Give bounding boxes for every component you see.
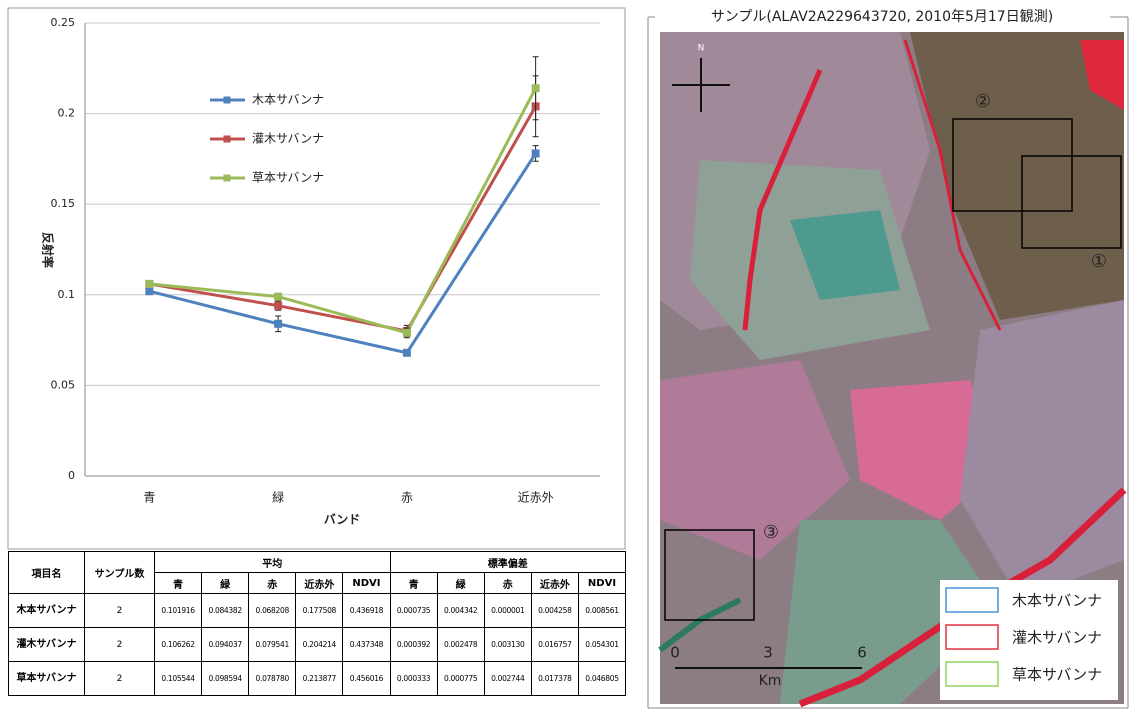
- area-label: ①: [1091, 251, 1107, 272]
- area-label: ③: [763, 522, 779, 543]
- table-cell: 0.000001: [484, 594, 531, 628]
- point: [532, 84, 540, 92]
- x-axis-label: バンド: [324, 513, 361, 527]
- table-cell: 0.437348: [343, 628, 390, 662]
- table-cell: NDVI: [578, 573, 625, 594]
- table-cell: 2: [85, 662, 155, 696]
- table-cell: 0.004258: [531, 594, 578, 628]
- table-cell: 青: [155, 573, 202, 594]
- x-tick-label: 青: [143, 491, 155, 505]
- x-tick-label: 赤: [401, 491, 413, 505]
- point: [532, 149, 540, 157]
- table-cell: 近赤外: [531, 573, 578, 594]
- point: [403, 329, 411, 337]
- table-cell: 0.213877: [296, 662, 343, 696]
- table-cell: 赤: [484, 573, 531, 594]
- table-cell: 0.000392: [390, 628, 437, 662]
- table-cell: 0.456016: [343, 662, 390, 696]
- table-cell: 平均: [155, 552, 391, 573]
- legend-label: 草本サバンナ: [252, 171, 324, 185]
- table-cell: 0.054301: [578, 628, 625, 662]
- point: [274, 293, 282, 301]
- table-cell: NDVI: [343, 573, 390, 594]
- table-cell: 0.003130: [484, 628, 531, 662]
- table-cell: 0.000775: [437, 662, 484, 696]
- point: [403, 349, 411, 357]
- y-tick-label: 0.05: [51, 378, 76, 391]
- table-cell: 0.000735: [390, 594, 437, 628]
- table-cell: 0.068208: [249, 594, 296, 628]
- table-cell: 0.008561: [578, 594, 625, 628]
- page: {"chart_data": {"type": "line", "categor…: [0, 0, 1131, 711]
- table-cell: 0.046805: [578, 662, 625, 696]
- table-cell: 2: [85, 628, 155, 662]
- table-cell: サンプル数: [85, 552, 155, 594]
- y-tick-label: 0.25: [51, 16, 76, 29]
- legend-label: 草本サバンナ: [1012, 666, 1102, 684]
- table-cell: 0.002744: [484, 662, 531, 696]
- table-row: 項目名サンプル数平均標準偏差: [9, 552, 626, 573]
- legend-label: 灌木サバンナ: [1012, 629, 1102, 647]
- table-cell: 灌木サバンナ: [9, 628, 85, 662]
- table-cell: 0.094037: [202, 628, 249, 662]
- x-tick-label: 緑: [272, 490, 284, 505]
- y-tick-label: 0.1: [58, 288, 76, 301]
- legend-marker: [224, 136, 231, 143]
- scale-label: 6: [857, 644, 867, 662]
- table-cell: 0.004342: [437, 594, 484, 628]
- legend-label: 木本サバンナ: [1012, 592, 1102, 610]
- table-cell: 0.204214: [296, 628, 343, 662]
- table-cell: 緑: [202, 573, 249, 594]
- scale-label: 0: [670, 644, 680, 662]
- table-cell: 赤: [249, 573, 296, 594]
- table-cell: 木本サバンナ: [9, 594, 85, 628]
- table-cell: 0.017378: [531, 662, 578, 696]
- point: [274, 320, 282, 328]
- table-cell: 0.101916: [155, 594, 202, 628]
- table-cell: 青: [390, 573, 437, 594]
- area-label: ②: [975, 91, 991, 112]
- point: [145, 280, 153, 288]
- legend-label: 木本サバンナ: [252, 93, 324, 107]
- point: [145, 287, 153, 295]
- scale-label: 3: [763, 644, 773, 662]
- point: [274, 302, 282, 310]
- x-tick-label: 近赤外: [518, 491, 554, 505]
- legend-label: 灌木サバンナ: [252, 132, 324, 146]
- y-tick-label: 0.15: [51, 197, 76, 210]
- legend-marker: [224, 97, 231, 104]
- table-cell: 0.084382: [202, 594, 249, 628]
- y-axis-label: 反射率: [41, 232, 56, 268]
- compass-label: N: [698, 44, 705, 54]
- table-cell: 0.098594: [202, 662, 249, 696]
- table-cell: 草本サバンナ: [9, 662, 85, 696]
- table-cell: 0.177508: [296, 594, 343, 628]
- y-tick-label: 0.2: [58, 107, 76, 120]
- table-cell: 0.106262: [155, 628, 202, 662]
- table-cell: 0.016757: [531, 628, 578, 662]
- y-tick-label: 0: [68, 469, 75, 482]
- table-cell: 0.105544: [155, 662, 202, 696]
- table-cell: 0.000333: [390, 662, 437, 696]
- table-cell: 0.002478: [437, 628, 484, 662]
- table-cell: 項目名: [9, 552, 85, 594]
- map: サンプル(ALAV2A229643720, 2010年5月17日観測) N ① …: [648, 8, 1128, 708]
- table-cell: 0.078780: [249, 662, 296, 696]
- legend-marker: [224, 175, 231, 182]
- table-cell: 2: [85, 594, 155, 628]
- table-cell: 標準偏差: [390, 552, 626, 573]
- table-cell: 緑: [437, 573, 484, 594]
- scale-unit: Km: [759, 673, 782, 689]
- map-title: サンプル(ALAV2A229643720, 2010年5月17日観測): [711, 8, 1053, 25]
- table-cell: 近赤外: [296, 573, 343, 594]
- table-cell: 0.079541: [249, 628, 296, 662]
- table-cell: 0.436918: [343, 594, 390, 628]
